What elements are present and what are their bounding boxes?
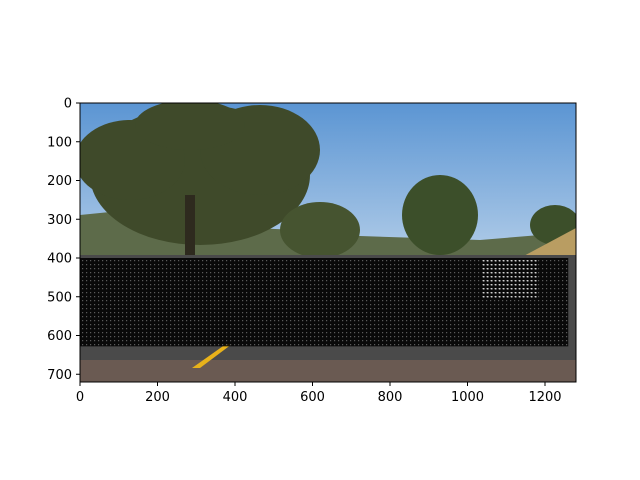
y-tick-label: 700 [47,368,72,383]
y-tick-label: 0 [64,97,72,112]
lane-marking [192,344,232,368]
y-tick-label: 600 [47,329,72,344]
y-tick-label: 500 [47,290,72,305]
y-tick-label: 300 [47,213,72,228]
grass-slope [520,228,576,262]
overlay-highlight [483,260,537,298]
x-tick-label: 800 [378,390,403,405]
overlay-grid-dots [82,260,568,346]
axes-frame [79,102,577,383]
y-axis: 0 100 200 300 400 500 600 700 [47,97,80,383]
y-tick-label: 400 [47,252,72,267]
tree-left [80,103,320,260]
x-tick-label: 1000 [451,390,484,405]
y-tick-label: 100 [47,135,72,150]
x-tick-label: 1200 [528,390,561,405]
x-tick-label: 0 [76,390,84,405]
x-tick-label: 600 [300,390,325,405]
sliding-window-overlay [80,258,569,347]
roadside-dirt [80,360,576,382]
tree-middle [280,202,360,258]
x-axis: 0 200 400 600 800 1000 1200 [76,382,562,405]
x-tick-label: 200 [145,390,170,405]
y-tick-label: 200 [47,174,72,189]
x-tick-label: 400 [223,390,248,405]
